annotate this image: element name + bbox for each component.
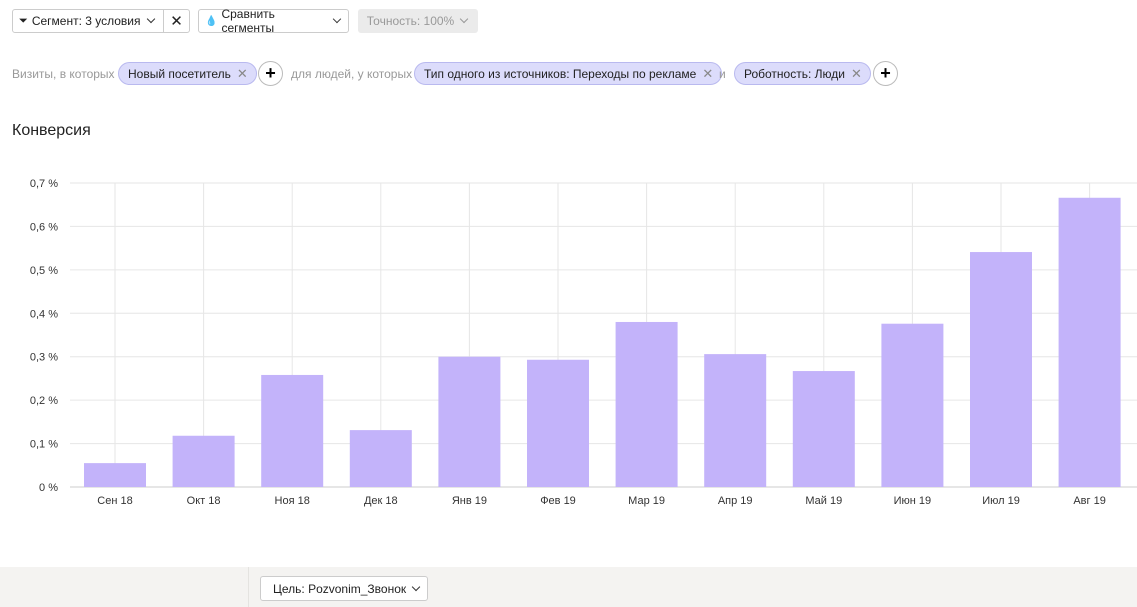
x-tick-label: Фев 19 xyxy=(540,495,576,507)
accuracy-button[interactable]: Точность: 100% xyxy=(358,9,478,33)
x-tick-label: Дек 18 xyxy=(364,495,398,507)
close-icon[interactable]: ✕ xyxy=(236,65,248,81)
segment-label: Сегмент: 3 условия xyxy=(31,14,141,28)
bar xyxy=(704,354,767,487)
conversion-chart: 0 % 0,1 % 0,2 % 0,3 % 0,4 % 0,5 % 0,6 % 0,7 % Се… xyxy=(30,178,1137,507)
chip-label: Тип одного из источников: Переходы по ре… xyxy=(424,66,697,81)
bar xyxy=(792,371,855,487)
goal-select[interactable]: Цель: Pozvonim_Звонок xyxy=(260,576,429,601)
add-visit-condition-button[interactable]: + xyxy=(258,61,283,86)
chart-title: Конверсия xyxy=(12,122,91,139)
robot-filter-chip[interactable]: Роботность: Люди ✕ xyxy=(734,62,871,85)
bar xyxy=(261,374,324,487)
drops-icon: 💧 xyxy=(205,15,218,27)
add-people-condition-button[interactable]: + xyxy=(873,61,898,86)
x-tick-label: Мар 19 xyxy=(628,495,665,507)
y-tick-label: 0 % xyxy=(39,482,58,494)
y-tick-label: 0,2 % xyxy=(30,395,58,407)
y-tick-label: 0,7 % xyxy=(30,178,58,190)
y-tick-label: 0,6 % xyxy=(30,221,58,233)
y-tick-label: 0,3 % xyxy=(30,352,58,364)
bar xyxy=(615,321,678,487)
close-icon[interactable]: ✕ xyxy=(850,65,862,81)
footer-bar: Цель: Pozvonim_Звонок xyxy=(0,567,1137,607)
y-tick-label: 0,5 % xyxy=(30,265,58,277)
people-label: для людей, у которых xyxy=(291,67,413,81)
bar xyxy=(438,356,501,487)
goal-label: Цель: Pozvonim_Звонок xyxy=(273,581,407,596)
y-tick-label: 0,4 % xyxy=(30,308,58,320)
bar xyxy=(349,430,412,487)
x-tick-label: Янв 19 xyxy=(452,495,487,507)
clear-segment-button[interactable]: ✕ xyxy=(163,9,190,33)
visits-label: Визиты, в которых xyxy=(12,67,115,81)
bar xyxy=(970,252,1032,487)
chevron-down-icon xyxy=(146,14,155,24)
chip-label: Роботность: Люди xyxy=(744,66,845,81)
bar xyxy=(1058,197,1121,487)
source-filter-chip[interactable]: Тип одного из источников: Переходы по ре… xyxy=(414,62,723,85)
x-tick-label: Ноя 18 xyxy=(275,495,310,507)
bar xyxy=(881,323,944,487)
and-label: и xyxy=(719,67,726,81)
y-tick-label: 0,1 % xyxy=(30,439,58,451)
plus-icon: + xyxy=(265,63,276,83)
accuracy-label: Точность: 100% xyxy=(366,14,455,28)
visit-filter-chip[interactable]: Новый посетитель ✕ xyxy=(118,62,257,85)
chevron-down-icon xyxy=(411,582,421,591)
bar xyxy=(84,463,146,487)
divider xyxy=(248,567,249,607)
compare-segments-button[interactable]: 💧 Сравнить сегменты xyxy=(198,7,349,35)
x-tick-label: Сен 18 xyxy=(97,495,132,507)
bar xyxy=(172,435,235,487)
close-icon[interactable]: ✕ xyxy=(702,65,714,81)
x-tick-label: Май 19 xyxy=(805,495,842,507)
segment-button[interactable]: ⏷ Сегмент: 3 условия xyxy=(12,9,164,33)
x-tick-label: Окт 18 xyxy=(187,495,221,507)
x-tick-label: Авг 19 xyxy=(1073,495,1105,507)
x-tick-label: Июл 19 xyxy=(982,495,1020,507)
chip-label: Новый посетитель xyxy=(128,66,231,81)
bar xyxy=(527,359,589,487)
chevron-down-icon xyxy=(459,14,469,24)
close-icon: ✕ xyxy=(170,13,183,30)
plus-icon: + xyxy=(880,63,891,83)
chevron-down-icon xyxy=(332,14,342,24)
x-tick-label: Апр 19 xyxy=(718,495,753,507)
compare-label: Сравнить сегменты xyxy=(221,7,275,35)
filter-icon: ⏷ xyxy=(19,14,28,27)
x-tick-label: Июн 19 xyxy=(894,495,932,507)
